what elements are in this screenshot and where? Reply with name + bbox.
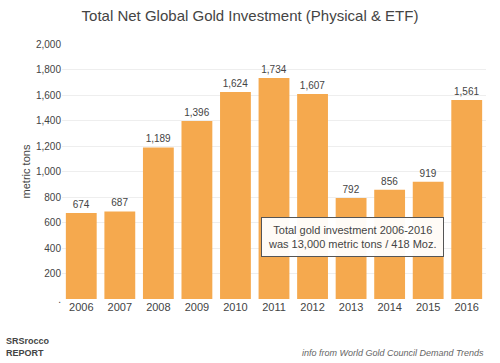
svg-text:1,189: 1,189 bbox=[146, 133, 171, 144]
svg-text:2014: 2014 bbox=[377, 301, 401, 313]
svg-text:1,400: 1,400 bbox=[36, 115, 61, 126]
svg-text:2013: 2013 bbox=[339, 301, 363, 313]
svg-text:1,000: 1,000 bbox=[36, 166, 61, 177]
svg-text:metric tons: metric tons bbox=[20, 144, 32, 198]
svg-text:1,561: 1,561 bbox=[454, 86, 479, 97]
svg-text:2008: 2008 bbox=[146, 301, 170, 313]
svg-text:600: 600 bbox=[44, 217, 61, 228]
svg-text:1,600: 1,600 bbox=[36, 90, 61, 101]
svg-text:919: 919 bbox=[420, 168, 437, 179]
svg-text:info from World Gold Council D: info from World Gold Council Demand Tren… bbox=[302, 348, 484, 358]
svg-text:2009: 2009 bbox=[185, 301, 209, 313]
svg-text:1,396: 1,396 bbox=[184, 107, 209, 118]
svg-text:674: 674 bbox=[73, 199, 90, 210]
svg-text:792: 792 bbox=[343, 184, 360, 195]
svg-text:2010: 2010 bbox=[223, 301, 247, 313]
svg-text:SRSroccoREPORT: SRSroccoREPORT bbox=[6, 336, 50, 358]
svg-text:1,607: 1,607 bbox=[300, 80, 325, 91]
svg-text:2012: 2012 bbox=[300, 301, 324, 313]
svg-text:800: 800 bbox=[44, 192, 61, 203]
svg-text:2006: 2006 bbox=[69, 301, 93, 313]
svg-text:Total Net Global Gold Investme: Total Net Global Gold Investment (Physic… bbox=[82, 7, 419, 24]
svg-text:Total gold investment 2006-201: Total gold investment 2006-2016was 13,00… bbox=[268, 224, 437, 250]
svg-text:2016: 2016 bbox=[454, 301, 478, 313]
svg-text:856: 856 bbox=[381, 176, 398, 187]
svg-text:400: 400 bbox=[44, 243, 61, 254]
svg-text:1,734: 1,734 bbox=[261, 64, 286, 75]
svg-text:1,200: 1,200 bbox=[36, 141, 61, 152]
svg-text:2,000: 2,000 bbox=[36, 39, 61, 50]
svg-text:2015: 2015 bbox=[416, 301, 440, 313]
svg-text:1,800: 1,800 bbox=[36, 64, 61, 75]
svg-text:.: . bbox=[58, 294, 61, 305]
svg-text:687: 687 bbox=[111, 197, 128, 208]
svg-text:1,624: 1,624 bbox=[223, 78, 248, 89]
svg-text:2007: 2007 bbox=[108, 301, 132, 313]
svg-text:200: 200 bbox=[44, 268, 61, 279]
svg-text:2011: 2011 bbox=[262, 301, 286, 313]
